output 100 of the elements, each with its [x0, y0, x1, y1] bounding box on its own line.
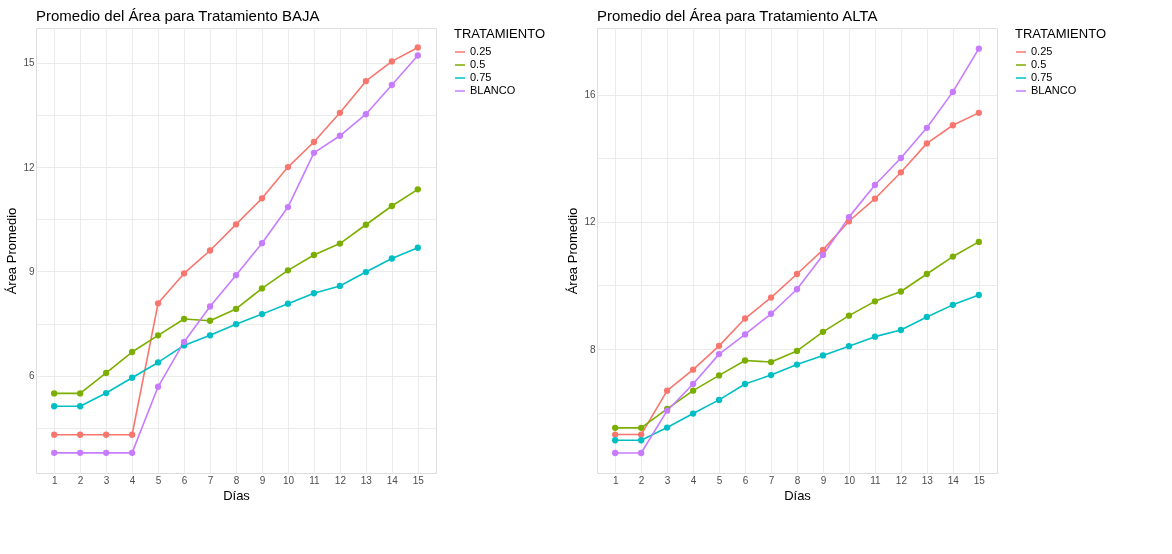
- point: [284, 203, 292, 211]
- point: [767, 294, 775, 301]
- point: [819, 251, 827, 259]
- legend-title: TRATAMIENTO: [454, 26, 545, 41]
- point: [310, 290, 318, 297]
- x-tick-label: 13: [360, 474, 373, 486]
- x-tick-label: 6: [742, 474, 749, 486]
- x-tick-label: 1: [51, 474, 58, 486]
- point: [897, 169, 905, 176]
- point: [663, 424, 671, 431]
- legend-label: 0.25: [470, 45, 492, 57]
- point: [388, 202, 396, 210]
- x-tick-label: 11: [870, 474, 882, 486]
- point: [414, 44, 421, 51]
- point: [637, 449, 645, 457]
- point: [232, 272, 240, 279]
- point: [414, 52, 421, 59]
- point: [51, 449, 58, 456]
- point: [715, 372, 723, 379]
- point: [975, 238, 982, 246]
- y-tick-label: 6: [28, 370, 35, 382]
- point: [845, 312, 853, 319]
- point: [284, 267, 292, 274]
- x-tick-label: 4: [129, 474, 136, 486]
- x-tick-label: 9: [259, 474, 266, 486]
- point: [362, 268, 370, 276]
- y-tick-label: 12: [23, 161, 35, 173]
- point: [897, 326, 905, 334]
- x-tick-label: 2: [638, 474, 645, 486]
- x-tick-label: 1: [612, 474, 619, 486]
- point: [336, 240, 344, 247]
- point: [76, 390, 84, 397]
- point: [689, 410, 697, 417]
- point: [819, 328, 827, 336]
- point: [414, 186, 421, 193]
- y-tick-label: 9: [28, 265, 35, 277]
- point: [232, 321, 240, 328]
- x-tick-label: 7: [207, 474, 214, 486]
- point: [154, 300, 162, 307]
- legend-label: BLANCO: [1031, 84, 1077, 96]
- x-tick-label: 10: [282, 474, 295, 486]
- legend-label: 0.25: [1031, 45, 1053, 57]
- point: [180, 338, 188, 346]
- x-tick-label: 13: [921, 474, 934, 486]
- point: [949, 122, 957, 129]
- point: [689, 366, 697, 373]
- point: [793, 347, 801, 355]
- point: [102, 449, 110, 456]
- point: [388, 255, 396, 262]
- x-tick-label: 14: [386, 474, 399, 486]
- point: [949, 88, 957, 96]
- point: [637, 437, 645, 444]
- legend-title: TRATAMIENTO: [1015, 26, 1106, 41]
- point: [845, 213, 853, 221]
- point: [923, 124, 931, 131]
- x-tick-label: 10: [843, 474, 856, 486]
- point: [232, 305, 240, 313]
- point: [388, 58, 396, 65]
- point: [612, 431, 619, 438]
- point: [128, 374, 136, 381]
- x-tick-label: 11: [309, 474, 321, 486]
- point: [258, 240, 266, 247]
- point: [206, 247, 214, 254]
- point: [715, 342, 723, 350]
- point: [258, 195, 266, 202]
- legend-label: 0.75: [470, 71, 492, 83]
- point: [923, 270, 931, 278]
- point: [154, 383, 162, 390]
- point: [362, 111, 370, 118]
- y-tick-label: 15: [23, 57, 35, 69]
- point: [949, 253, 957, 260]
- point: [793, 286, 801, 293]
- y-axis-title: Área Promedio: [4, 207, 20, 295]
- point: [819, 352, 827, 359]
- point: [741, 315, 749, 322]
- point: [663, 387, 671, 394]
- point: [362, 78, 370, 85]
- point: [51, 403, 58, 410]
- legend-label: 0.5: [470, 58, 486, 70]
- x-tick-label: 3: [103, 474, 110, 486]
- point: [715, 350, 723, 358]
- point: [793, 361, 801, 368]
- point: [258, 285, 266, 292]
- point: [51, 431, 58, 438]
- point: [76, 431, 84, 438]
- point: [897, 154, 905, 162]
- y-axis-title: Área Promedio: [565, 207, 581, 295]
- point: [414, 244, 421, 251]
- point: [612, 437, 619, 444]
- x-axis-title: Días: [223, 487, 251, 503]
- point: [637, 431, 645, 438]
- point: [76, 449, 84, 456]
- point: [689, 387, 697, 394]
- x-axis-title: Días: [784, 487, 812, 503]
- point: [871, 181, 879, 189]
- x-tick-label: 12: [895, 474, 908, 486]
- point: [336, 132, 344, 139]
- point: [284, 163, 292, 171]
- point: [871, 298, 879, 305]
- point: [975, 45, 982, 52]
